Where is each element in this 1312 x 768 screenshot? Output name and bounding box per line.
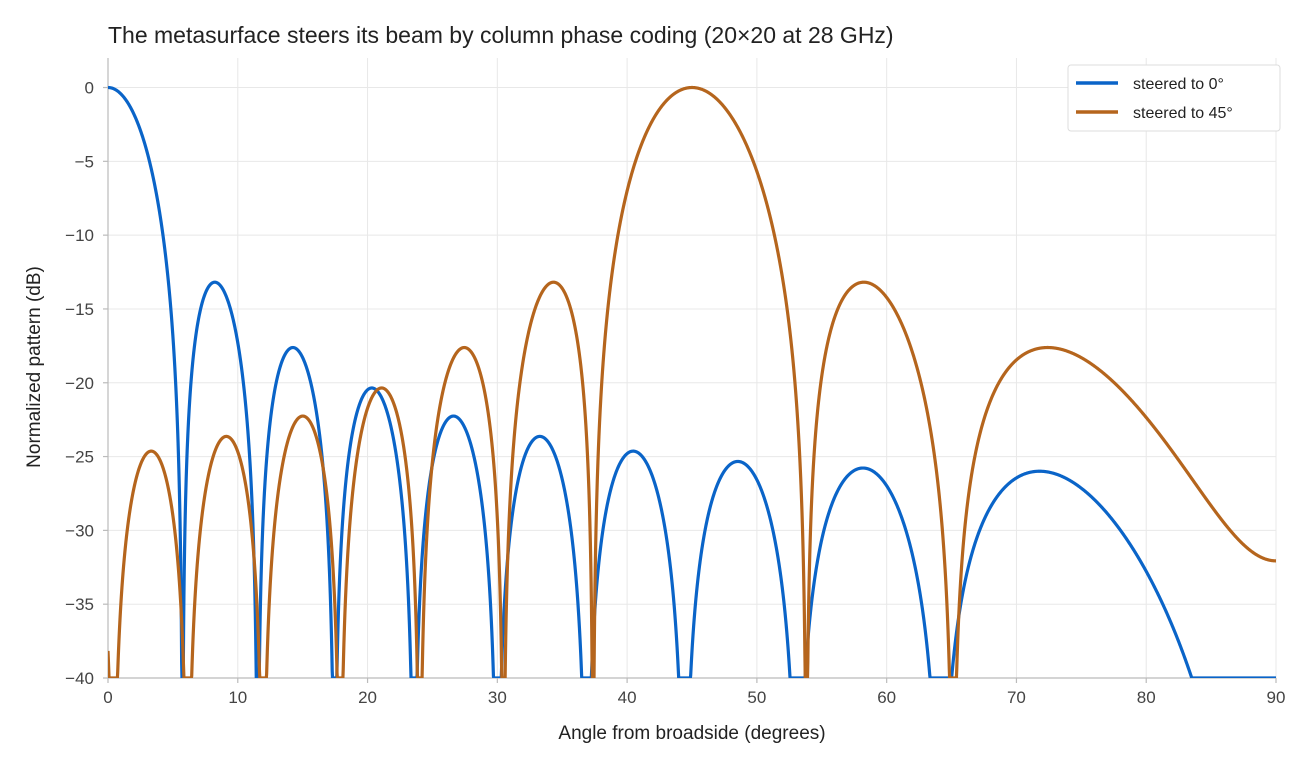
legend-box	[1067, 64, 1281, 132]
series-lines	[108, 85, 1276, 678]
y-tick-label: −5	[75, 152, 94, 171]
chart-title: The metasurface steers its beam by colum…	[108, 22, 894, 48]
x-tick-label: 40	[618, 688, 637, 707]
legend-label-steered-0: steered to 0°	[1133, 76, 1224, 93]
y-axis-label: Normalized pattern (dB)	[24, 266, 45, 468]
x-tick-label: 70	[1007, 688, 1026, 707]
y-tick-label: −15	[65, 300, 94, 319]
series-line-steered-0	[108, 85, 1276, 678]
x-tick-label: 10	[228, 688, 247, 707]
y-tick-label: −30	[65, 521, 94, 540]
x-tick-label: 0	[103, 688, 112, 707]
y-tick-label: 0	[85, 79, 94, 98]
y-tick-label: −20	[65, 374, 94, 393]
axes	[103, 58, 1277, 683]
y-tick-label: −25	[65, 448, 94, 467]
x-tick-label: 60	[877, 688, 896, 707]
y-tick-label: −40	[65, 669, 94, 688]
x-tick-label: 20	[358, 688, 377, 707]
x-tick-label: 50	[747, 688, 766, 707]
y-tick-label: −10	[65, 226, 94, 245]
x-tick-label: 30	[488, 688, 507, 707]
y-tick-label: −35	[65, 595, 94, 614]
series-line-steered-45	[108, 85, 1276, 678]
x-tick-label: 90	[1267, 688, 1286, 707]
grid	[107, 58, 1277, 679]
legend-label-steered-45: steered to 45°	[1133, 105, 1233, 122]
x-tick-labels: 0 10 20 30 40 50 60 70 80 90	[103, 688, 1285, 707]
y-tick-labels: 0 −5 −10 −15 −20 −25 −30 −35 −40	[65, 79, 94, 688]
x-tick-label: 80	[1137, 688, 1156, 707]
x-axis-label: Angle from broadside (degrees)	[558, 723, 825, 744]
legend: steered to 0° steered to 45°	[1067, 64, 1281, 132]
